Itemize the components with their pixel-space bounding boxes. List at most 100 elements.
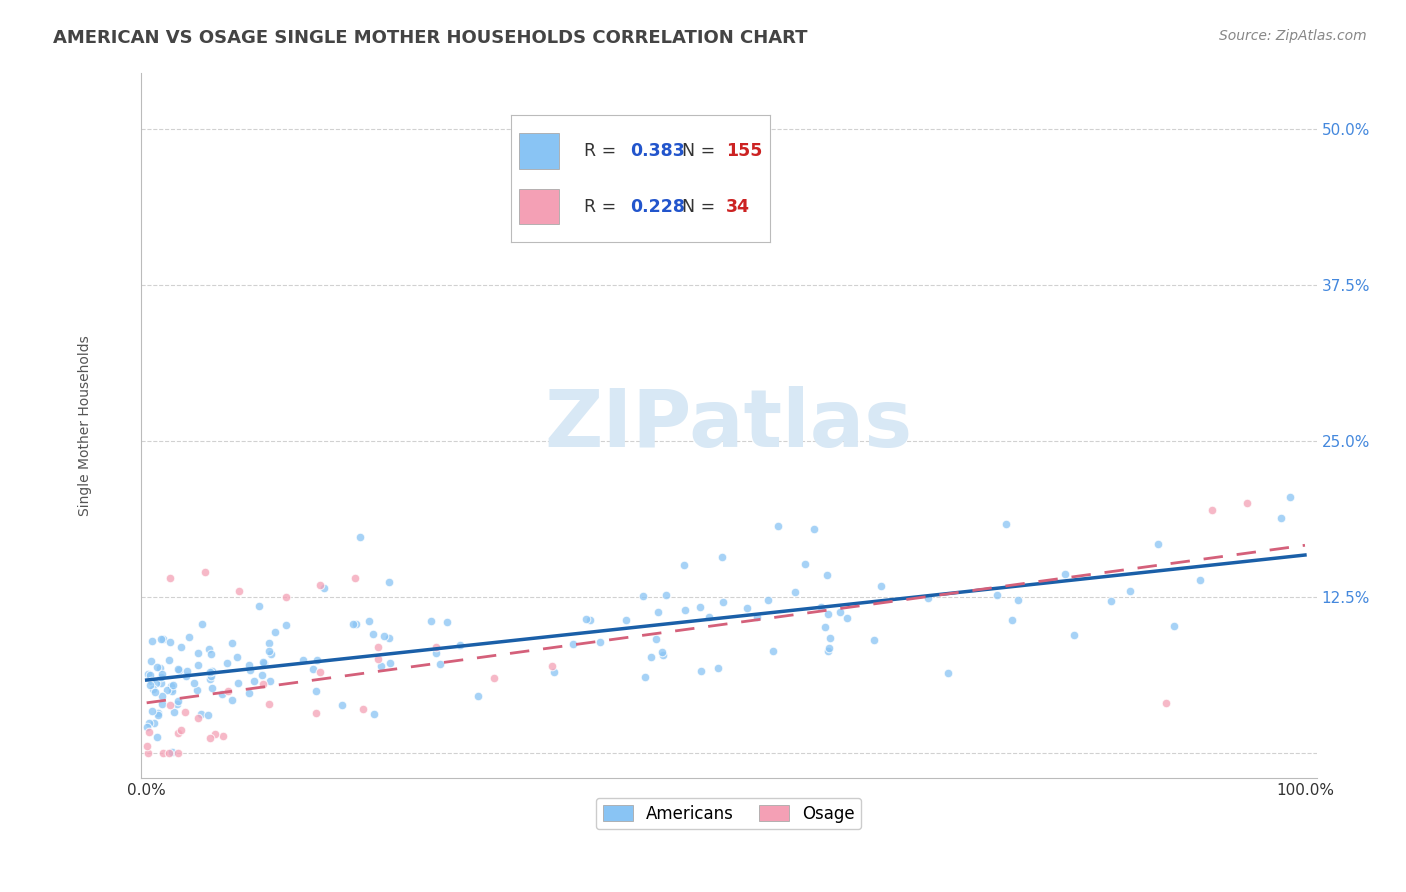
Point — [344, 571, 367, 585]
Point — [259, 644, 281, 658]
Point — [239, 663, 262, 677]
Point — [150, 666, 173, 681]
Point — [200, 648, 222, 662]
Y-axis label: Single Mother Households: Single Mother Households — [79, 335, 93, 516]
Point — [145, 675, 167, 690]
Text: Source: ZipAtlas.com: Source: ZipAtlas.com — [1219, 29, 1367, 43]
Point — [633, 670, 655, 684]
Point — [146, 659, 169, 673]
Point — [176, 664, 198, 678]
Point — [141, 704, 163, 718]
Point — [141, 673, 163, 688]
Point — [711, 550, 734, 565]
Point — [247, 599, 270, 613]
Point — [783, 584, 806, 599]
Point — [305, 706, 328, 720]
Point — [1236, 496, 1258, 510]
Point — [419, 614, 441, 628]
Point — [305, 653, 328, 667]
Point — [756, 592, 779, 607]
Point — [190, 706, 212, 721]
Point — [689, 664, 711, 678]
Point — [370, 658, 392, 673]
Point — [148, 708, 170, 723]
Point — [579, 613, 602, 627]
Point — [818, 640, 841, 655]
Point — [139, 667, 162, 681]
Point — [575, 612, 598, 626]
Point — [436, 615, 458, 630]
Point — [252, 655, 274, 669]
Point — [735, 601, 758, 615]
Point — [198, 672, 221, 686]
Point — [359, 614, 381, 628]
Point — [136, 720, 159, 734]
Point — [166, 698, 188, 712]
Point — [837, 611, 859, 625]
Point — [211, 687, 233, 701]
Point — [149, 670, 172, 684]
Point — [174, 705, 197, 719]
Point — [163, 705, 186, 719]
Point — [149, 676, 172, 690]
Point — [138, 715, 160, 730]
Point — [139, 654, 162, 668]
Point — [917, 591, 939, 605]
Point — [276, 617, 298, 632]
Point — [1270, 511, 1292, 525]
Point — [226, 649, 249, 664]
Point — [292, 653, 315, 667]
Point — [197, 708, 219, 723]
Point — [200, 669, 222, 683]
Point — [149, 632, 172, 646]
Point — [367, 640, 389, 654]
Point — [200, 731, 222, 745]
Point — [673, 558, 696, 572]
Point — [761, 644, 783, 658]
Point — [378, 575, 401, 590]
Point — [183, 676, 205, 690]
Point — [186, 683, 208, 698]
Point — [817, 607, 839, 622]
Point — [169, 663, 191, 677]
Point — [215, 657, 238, 671]
Point — [138, 724, 160, 739]
Point — [813, 620, 835, 634]
Point — [820, 631, 842, 645]
Point — [1189, 573, 1212, 587]
Text: ZIPatlas: ZIPatlas — [544, 386, 912, 465]
Point — [253, 657, 276, 671]
Point — [689, 599, 711, 614]
Point — [810, 600, 832, 615]
Point — [449, 638, 471, 652]
Point — [373, 629, 395, 643]
Point — [830, 605, 852, 619]
Point — [344, 616, 367, 631]
Point — [160, 684, 183, 698]
Point — [1001, 613, 1024, 627]
Point — [152, 632, 174, 647]
Point — [1278, 490, 1301, 504]
Point — [150, 697, 173, 711]
Point — [160, 745, 183, 759]
Point — [204, 727, 226, 741]
Point — [242, 674, 264, 689]
Point — [142, 681, 165, 696]
Point — [159, 571, 181, 585]
Point — [349, 530, 371, 544]
Point — [221, 636, 243, 650]
Point — [342, 617, 364, 632]
Point — [167, 662, 190, 676]
Point — [198, 665, 221, 680]
Point — [238, 686, 260, 700]
Point — [647, 606, 669, 620]
Point — [250, 667, 273, 681]
Point — [429, 657, 451, 671]
Point — [711, 595, 734, 609]
Point — [238, 657, 260, 672]
Point — [697, 610, 720, 624]
Point — [378, 656, 401, 670]
Point — [815, 568, 838, 582]
Point — [259, 636, 281, 650]
Point — [201, 664, 224, 678]
